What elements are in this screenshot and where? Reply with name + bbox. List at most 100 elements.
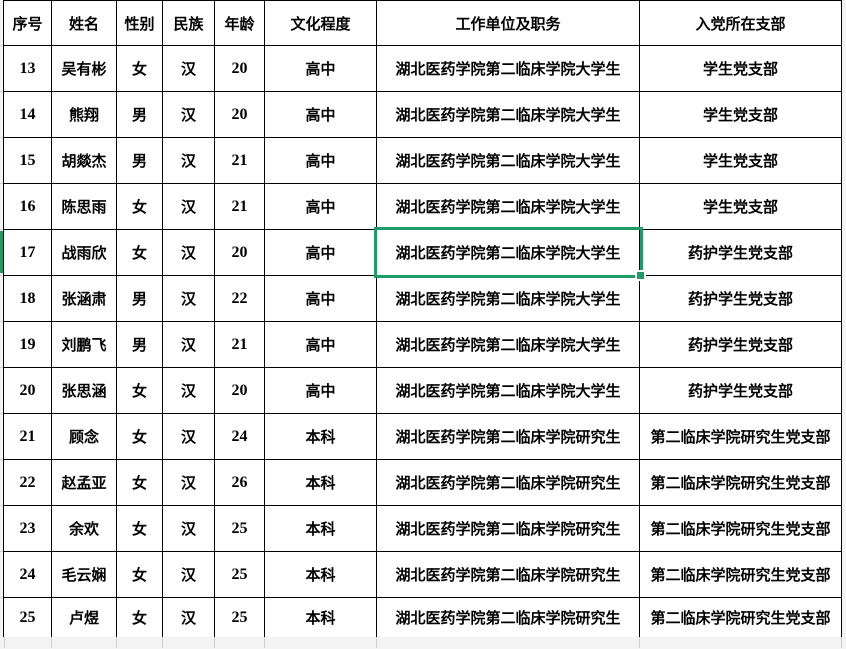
cell-no[interactable]: 21: [4, 414, 52, 460]
cell-gender[interactable]: 女: [117, 506, 163, 552]
cell-party_branch[interactable]: 第二临床学院研究生党支部: [640, 598, 842, 638]
cell-work_unit[interactable]: 湖北医药学院第二临床学院大学生: [377, 46, 640, 92]
cell-no[interactable]: 18: [4, 276, 52, 322]
cell-education[interactable]: 高中: [265, 322, 377, 368]
cell-work_unit[interactable]: 湖北医药学院第二临床学院研究生: [377, 506, 640, 552]
cell-no[interactable]: 14: [4, 92, 52, 138]
cell-education[interactable]: 高中: [265, 276, 377, 322]
cell-age[interactable]: 22: [215, 276, 265, 322]
cell-party_branch[interactable]: 第二临床学院研究生党支部: [640, 414, 842, 460]
cell-party_branch[interactable]: 药护学生党支部: [640, 368, 842, 414]
cell-name[interactable]: 赵孟亚: [52, 460, 117, 506]
cell-age[interactable]: 24: [215, 414, 265, 460]
cell-no[interactable]: 24: [4, 552, 52, 598]
cell-party_branch[interactable]: 第二临床学院研究生党支部: [640, 460, 842, 506]
cell-name[interactable]: 余欢: [52, 506, 117, 552]
cell-education[interactable]: 本科: [265, 552, 377, 598]
cell-ethnicity[interactable]: 汉: [163, 184, 215, 230]
header-cell-age[interactable]: 年龄: [215, 1, 265, 46]
cell-party_branch[interactable]: 药护学生党支部: [640, 230, 842, 276]
cell-party_branch[interactable]: 学生党支部: [640, 92, 842, 138]
cell-party_branch[interactable]: 第二临床学院研究生党支部: [640, 552, 842, 598]
cell-education[interactable]: 高中: [265, 138, 377, 184]
cell-party_branch[interactable]: 学生党支部: [640, 184, 842, 230]
cell-no[interactable]: 17: [4, 230, 52, 276]
cell-ethnicity[interactable]: 汉: [163, 138, 215, 184]
cell-party_branch[interactable]: 药护学生党支部: [640, 276, 842, 322]
header-cell-party_branch[interactable]: 入党所在支部: [640, 1, 842, 46]
cell-education[interactable]: 高中: [265, 230, 377, 276]
cell-ethnicity[interactable]: 汉: [163, 460, 215, 506]
cell-work_unit[interactable]: 湖北医药学院第二临床学院大学生: [377, 368, 640, 414]
cell-age[interactable]: 25: [215, 552, 265, 598]
cell-gender[interactable]: 女: [117, 184, 163, 230]
cell-name[interactable]: 毛云娴: [52, 552, 117, 598]
cell-ethnicity[interactable]: 汉: [163, 414, 215, 460]
cell-education[interactable]: 本科: [265, 414, 377, 460]
cell-no[interactable]: 16: [4, 184, 52, 230]
cell-party_branch[interactable]: 学生党支部: [640, 46, 842, 92]
cell-work_unit[interactable]: 湖北医药学院第二临床学院大学生: [377, 138, 640, 184]
cell-gender[interactable]: 女: [117, 460, 163, 506]
cell-age[interactable]: 20: [215, 230, 265, 276]
header-cell-education[interactable]: 文化程度: [265, 1, 377, 46]
cell-name[interactable]: 刘鹏飞: [52, 322, 117, 368]
cell-gender[interactable]: 男: [117, 322, 163, 368]
cell-party_branch[interactable]: 药护学生党支部: [640, 322, 842, 368]
cell-age[interactable]: 21: [215, 322, 265, 368]
cell-gender[interactable]: 女: [117, 414, 163, 460]
cell-education[interactable]: 高中: [265, 46, 377, 92]
cell-age[interactable]: 20: [215, 368, 265, 414]
cell-age[interactable]: 21: [215, 138, 265, 184]
cell-name[interactable]: 吴有彬: [52, 46, 117, 92]
cell-no[interactable]: 22: [4, 460, 52, 506]
cell-no[interactable]: 15: [4, 138, 52, 184]
cell-ethnicity[interactable]: 汉: [163, 506, 215, 552]
cell-ethnicity[interactable]: 汉: [163, 552, 215, 598]
cell-gender[interactable]: 女: [117, 230, 163, 276]
cell-gender[interactable]: 女: [117, 598, 163, 638]
cell-gender[interactable]: 男: [117, 138, 163, 184]
cell-work_unit[interactable]: 湖北医药学院第二临床学院研究生: [377, 460, 640, 506]
cell-name[interactable]: 熊翔: [52, 92, 117, 138]
cell-work_unit[interactable]: 湖北医药学院第二临床学院大学生: [377, 322, 640, 368]
header-cell-ethnicity[interactable]: 民族: [163, 1, 215, 46]
selected-cell[interactable]: 湖北医药学院第二临床学院大学生: [377, 230, 640, 276]
header-cell-no[interactable]: 序号: [4, 1, 52, 46]
cell-work_unit[interactable]: 湖北医药学院第二临床学院大学生: [377, 92, 640, 138]
cell-party_branch[interactable]: 学生党支部: [640, 138, 842, 184]
cell-name[interactable]: 陈思雨: [52, 184, 117, 230]
cell-education[interactable]: 高中: [265, 184, 377, 230]
cell-education[interactable]: 高中: [265, 92, 377, 138]
cell-education[interactable]: 本科: [265, 598, 377, 638]
cell-ethnicity[interactable]: 汉: [163, 322, 215, 368]
cell-work_unit[interactable]: 湖北医药学院第二临床学院研究生: [377, 598, 640, 638]
cell-name[interactable]: 张涵肃: [52, 276, 117, 322]
cell-ethnicity[interactable]: 汉: [163, 368, 215, 414]
cell-name[interactable]: 胡燚杰: [52, 138, 117, 184]
cell-gender[interactable]: 女: [117, 552, 163, 598]
cell-name[interactable]: 战雨欣: [52, 230, 117, 276]
cell-ethnicity[interactable]: 汉: [163, 92, 215, 138]
cell-ethnicity[interactable]: 汉: [163, 276, 215, 322]
header-cell-work_unit[interactable]: 工作单位及职务: [377, 1, 640, 46]
cell-ethnicity[interactable]: 汉: [163, 230, 215, 276]
header-cell-gender[interactable]: 性别: [117, 1, 163, 46]
cell-education[interactable]: 本科: [265, 506, 377, 552]
cell-gender[interactable]: 男: [117, 276, 163, 322]
cell-work_unit[interactable]: 湖北医药学院第二临床学院大学生: [377, 276, 640, 322]
cell-gender[interactable]: 女: [117, 46, 163, 92]
cell-work_unit[interactable]: 湖北医药学院第二临床学院研究生: [377, 552, 640, 598]
cell-party_branch[interactable]: 第二临床学院研究生党支部: [640, 506, 842, 552]
cell-ethnicity[interactable]: 汉: [163, 598, 215, 638]
cell-name[interactable]: 卢煜: [52, 598, 117, 638]
cell-no[interactable]: 25: [4, 598, 52, 638]
cell-no[interactable]: 20: [4, 368, 52, 414]
cell-age[interactable]: 20: [215, 92, 265, 138]
cell-no[interactable]: 13: [4, 46, 52, 92]
cell-name[interactable]: 张思涵: [52, 368, 117, 414]
cell-age[interactable]: 21: [215, 184, 265, 230]
cell-no[interactable]: 19: [4, 322, 52, 368]
cell-age[interactable]: 25: [215, 506, 265, 552]
cell-name[interactable]: 顾念: [52, 414, 117, 460]
